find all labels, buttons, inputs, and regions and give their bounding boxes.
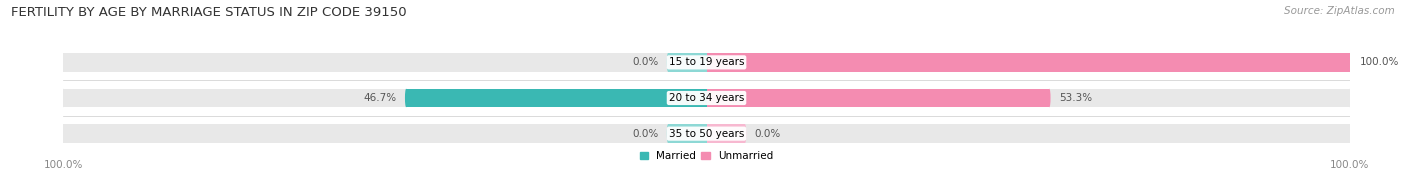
Ellipse shape (1348, 124, 1351, 143)
Ellipse shape (1348, 53, 1351, 72)
Text: 15 to 19 years: 15 to 19 years (669, 57, 744, 67)
Bar (63, 89, 1350, 107)
Bar (707, 124, 745, 143)
Bar (668, 124, 707, 143)
Ellipse shape (1049, 89, 1050, 107)
Text: 20 to 34 years: 20 to 34 years (669, 93, 744, 103)
Text: 0.0%: 0.0% (633, 129, 658, 139)
Ellipse shape (405, 89, 408, 107)
Bar (406, 89, 707, 107)
Text: 35 to 50 years: 35 to 50 years (669, 129, 744, 139)
Text: 53.3%: 53.3% (1059, 93, 1092, 103)
Legend: Married, Unmarried: Married, Unmarried (640, 151, 773, 161)
Ellipse shape (1348, 89, 1351, 107)
Ellipse shape (62, 124, 65, 143)
Ellipse shape (62, 53, 65, 72)
Text: FERTILITY BY AGE BY MARRIAGE STATUS IN ZIP CODE 39150: FERTILITY BY AGE BY MARRIAGE STATUS IN Z… (11, 6, 406, 19)
Bar (63, 53, 1350, 72)
Bar (63, 124, 1350, 143)
Text: Source: ZipAtlas.com: Source: ZipAtlas.com (1284, 6, 1395, 16)
Text: 100.0%: 100.0% (1360, 57, 1399, 67)
Bar (707, 89, 1049, 107)
Ellipse shape (1348, 53, 1351, 72)
Text: 46.7%: 46.7% (363, 93, 396, 103)
Ellipse shape (744, 124, 747, 143)
Ellipse shape (666, 53, 669, 72)
Ellipse shape (666, 124, 669, 143)
Text: 0.0%: 0.0% (633, 57, 658, 67)
Bar (668, 53, 707, 72)
Bar (707, 53, 1350, 72)
Ellipse shape (62, 89, 65, 107)
Text: 0.0%: 0.0% (755, 129, 780, 139)
